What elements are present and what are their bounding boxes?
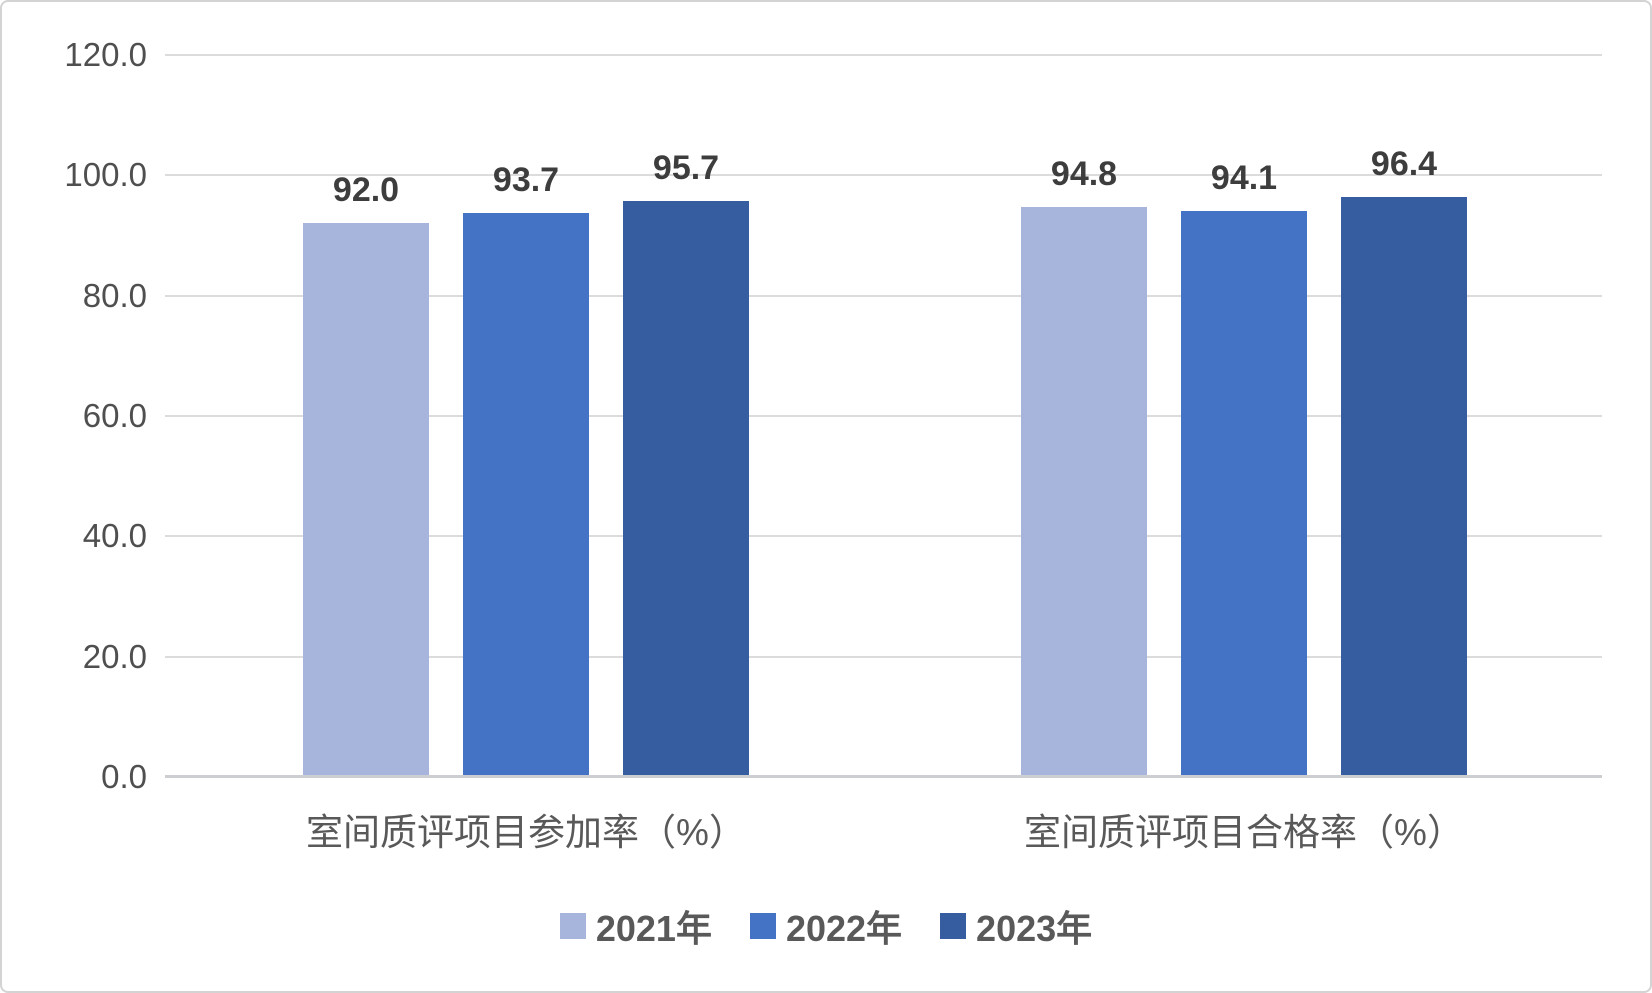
bar-2023年-category-2 <box>1341 197 1467 777</box>
bar-2021年-category-1 <box>303 223 429 777</box>
y-axis-tick-label: 100.0 <box>64 156 147 194</box>
plot-area: 92.0 93.7 95.7 94.8 94.1 96.4 <box>165 54 1602 778</box>
data-label-2021年-category-2: 94.8 <box>1050 154 1118 193</box>
gridline-20.0 <box>165 655 1602 658</box>
category-label-participation-rate: 室间质评项目参加率（%） <box>306 812 746 853</box>
data-label-2023年-category-1: 95.7 <box>652 149 720 188</box>
data-label-2022年-category-2: 94.1 <box>1210 158 1278 197</box>
y-axis-tick-label: 0.0 <box>101 758 147 795</box>
legend-swatch-2022-icon <box>749 913 776 939</box>
bar-2022年-category-2 <box>1181 210 1307 777</box>
gridline-100.0 <box>165 174 1602 177</box>
legend-label-2023: 2023年 <box>976 908 1093 949</box>
bar-2021年-category-2 <box>1021 206 1147 777</box>
data-label-2021年-category-1: 92.0 <box>332 171 400 210</box>
legend-label-2021: 2021年 <box>595 908 712 949</box>
gridline-120.0 <box>165 54 1602 56</box>
legend-swatch-2021-icon <box>559 913 586 939</box>
y-axis-tick-label: 80.0 <box>82 276 147 314</box>
y-axis-tick-label: 20.0 <box>82 637 147 675</box>
legend-swatch-2023-icon <box>940 913 967 939</box>
legend-entry-2022: 2022年 <box>749 900 903 952</box>
y-axis-tick-label: 40.0 <box>82 517 147 555</box>
x-axis-line <box>165 775 1602 778</box>
y-axis-tick-label: 120.0 <box>64 36 147 73</box>
legend-entry-2021: 2021年 <box>559 900 712 952</box>
gridline-80.0 <box>165 294 1602 297</box>
legend-entry-2023: 2023年 <box>940 900 1092 952</box>
y-axis-tick-label: 60.0 <box>82 397 147 434</box>
gridline-60.0 <box>165 415 1602 417</box>
bar-2023年-category-1 <box>623 201 749 777</box>
bar-2022年-category-1 <box>463 213 589 777</box>
data-label-2022年-category-1: 93.7 <box>492 161 560 200</box>
legend-label-2022: 2022年 <box>785 908 903 949</box>
category-label-pass-rate: 室间质评项目合格率（%） <box>1024 812 1464 853</box>
legend: 2021年 2022年 2023年 <box>2 900 1650 952</box>
data-label-2023年-category-2: 96.4 <box>1370 144 1438 183</box>
gridline-40.0 <box>165 535 1602 538</box>
